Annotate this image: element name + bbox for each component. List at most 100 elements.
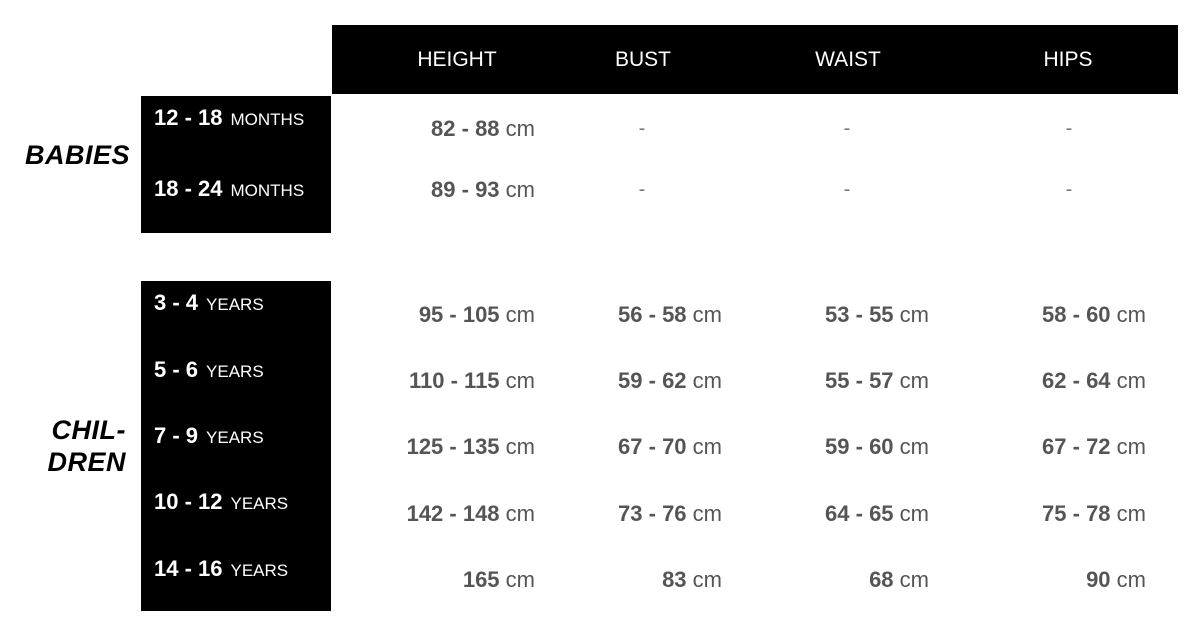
age-unit: YEARS bbox=[230, 494, 289, 513]
measurement-number: 68 bbox=[869, 567, 894, 592]
column-header-waist: WAIST bbox=[815, 48, 881, 71]
measurement-number: 125 - 135 bbox=[406, 434, 500, 459]
measurement-value: 67 - 72 cm bbox=[1042, 434, 1146, 460]
measurement-unit: cm bbox=[899, 302, 929, 327]
measurement-value: 125 - 135 cm bbox=[407, 434, 535, 460]
measurement-value: 64 - 65 cm bbox=[825, 501, 929, 527]
age-range: 3 - 4 bbox=[154, 290, 199, 315]
measurement-number: 62 - 64 bbox=[1042, 368, 1111, 393]
measurement-number: 56 - 58 bbox=[618, 302, 687, 327]
measurement-number: 67 - 72 bbox=[1042, 434, 1111, 459]
age-range: 14 - 16 bbox=[154, 556, 223, 581]
measurement-value: 56 - 58 cm bbox=[618, 302, 722, 328]
measurement-unit: cm bbox=[505, 567, 535, 592]
measurement-unit: cm bbox=[1116, 368, 1146, 393]
measurement-value: 73 - 76 cm bbox=[618, 501, 722, 527]
age-range-label: 5 - 6 YEARS bbox=[154, 357, 264, 383]
measurement-unit: cm bbox=[692, 501, 722, 526]
babies-age-box bbox=[141, 96, 331, 233]
column-header-height: HEIGHT bbox=[417, 48, 497, 71]
age-range: 10 - 12 bbox=[154, 489, 223, 514]
measurement-number: 110 - 115 bbox=[409, 368, 500, 393]
group-label-babies: BABIES bbox=[24, 140, 130, 170]
column-header-bar: HEIGHT BUST WAIST HIPS bbox=[332, 25, 1178, 94]
measurement-unit: cm bbox=[505, 302, 535, 327]
empty-value: - bbox=[638, 178, 646, 201]
measurement-value: 68 cm bbox=[869, 567, 929, 593]
age-range-label: 14 - 16 YEARS bbox=[154, 556, 288, 582]
age-unit: YEARS bbox=[230, 561, 289, 580]
empty-value: - bbox=[1065, 178, 1073, 201]
age-unit: MONTHS bbox=[230, 181, 305, 200]
measurement-unit: cm bbox=[1116, 567, 1146, 592]
age-range: 5 - 6 bbox=[154, 357, 199, 382]
measurement-number: 95 - 105 bbox=[418, 302, 500, 327]
measurement-value: 59 - 62 cm bbox=[618, 368, 722, 394]
measurement-unit: cm bbox=[899, 501, 929, 526]
measurement-number: 142 - 148 bbox=[406, 501, 500, 526]
age-unit: YEARS bbox=[206, 295, 264, 314]
measurement-unit: cm bbox=[899, 368, 929, 393]
empty-value: - bbox=[843, 178, 851, 201]
measurement-value: 165 cm bbox=[463, 567, 535, 593]
measurement-number: 59 - 62 bbox=[618, 368, 687, 393]
measurement-unit: cm bbox=[899, 434, 929, 459]
measurement-number: 64 - 65 bbox=[825, 501, 894, 526]
measurement-value: 67 - 70 cm bbox=[618, 434, 722, 460]
age-range-label: 18 - 24 MONTHS bbox=[154, 176, 304, 202]
measurement-unit: cm bbox=[692, 302, 722, 327]
empty-value: - bbox=[1065, 117, 1073, 140]
measurement-value: 59 - 60 cm bbox=[825, 434, 929, 460]
measurement-unit: cm bbox=[505, 177, 535, 202]
group-label-line: DREN bbox=[47, 447, 126, 477]
measurement-unit: cm bbox=[505, 368, 535, 393]
age-range-label: 12 - 18 MONTHS bbox=[154, 105, 304, 131]
measurement-unit: cm bbox=[1116, 302, 1146, 327]
measurement-number: 53 - 55 bbox=[825, 302, 894, 327]
measurement-number: 75 - 78 bbox=[1042, 501, 1111, 526]
measurement-value: 90 cm bbox=[1086, 567, 1146, 593]
measurement-value: 53 - 55 cm bbox=[825, 302, 929, 328]
measurement-number: 59 - 60 bbox=[825, 434, 894, 459]
measurement-unit: cm bbox=[1116, 501, 1146, 526]
measurement-number: 58 - 60 bbox=[1042, 302, 1111, 327]
measurement-number: 90 bbox=[1086, 567, 1111, 592]
measurement-value: 82 - 88 cm bbox=[431, 116, 535, 142]
measurement-number: 73 - 76 bbox=[618, 501, 687, 526]
measurement-value: 75 - 78 cm bbox=[1042, 501, 1146, 527]
measurement-unit: cm bbox=[692, 567, 722, 592]
measurement-value: 95 - 105 cm bbox=[419, 302, 535, 328]
age-range-label: 10 - 12 YEARS bbox=[154, 489, 288, 515]
measurement-value: 142 - 148 cm bbox=[407, 501, 535, 527]
group-label-line: CHIL- bbox=[51, 415, 126, 445]
children-age-box bbox=[141, 281, 331, 611]
measurement-unit: cm bbox=[692, 434, 722, 459]
measurement-number: 67 - 70 bbox=[618, 434, 687, 459]
age-unit: YEARS bbox=[206, 428, 264, 447]
column-header-hips: HIPS bbox=[1043, 48, 1093, 71]
measurement-number: 83 bbox=[662, 567, 687, 592]
group-label-children: CHIL- DREN bbox=[47, 414, 126, 478]
measurement-unit: cm bbox=[505, 116, 535, 141]
measurement-number: 89 - 93 bbox=[431, 177, 500, 202]
empty-value: - bbox=[638, 117, 646, 140]
age-range: 7 - 9 bbox=[154, 423, 199, 448]
age-range-label: 3 - 4 YEARS bbox=[154, 290, 264, 316]
age-unit: YEARS bbox=[206, 362, 264, 381]
measurement-value: 89 - 93 cm bbox=[431, 177, 535, 203]
age-unit: MONTHS bbox=[230, 110, 305, 129]
measurement-value: 58 - 60 cm bbox=[1042, 302, 1146, 328]
empty-value: - bbox=[843, 117, 851, 140]
measurement-value: 110 - 115 cm bbox=[409, 368, 535, 394]
measurement-unit: cm bbox=[505, 434, 535, 459]
measurement-unit: cm bbox=[505, 501, 535, 526]
measurement-unit: cm bbox=[692, 368, 722, 393]
age-range: 12 - 18 bbox=[154, 105, 223, 130]
measurement-number: 82 - 88 bbox=[431, 116, 500, 141]
measurement-value: 83 cm bbox=[662, 567, 722, 593]
measurement-unit: cm bbox=[899, 567, 929, 592]
measurement-number: 165 bbox=[462, 567, 500, 592]
measurement-value: 55 - 57 cm bbox=[825, 368, 929, 394]
column-header-bust: BUST bbox=[614, 48, 672, 71]
measurement-number: 55 - 57 bbox=[825, 368, 894, 393]
